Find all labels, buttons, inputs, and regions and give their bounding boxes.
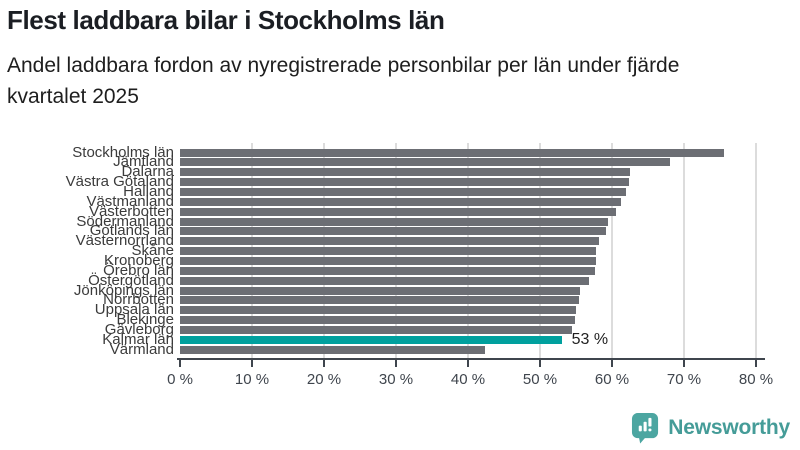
bar [180, 237, 600, 246]
category-label: Västerbotten [88, 202, 174, 220]
bar [180, 325, 572, 334]
bar [180, 345, 486, 354]
category-label: Skåne [131, 242, 174, 260]
category-label: Kronoberg [103, 251, 174, 269]
bar [180, 158, 670, 167]
bar [180, 188, 627, 196]
category-label: Gotlands län [89, 222, 174, 240]
x-axis-line [177, 358, 765, 360]
category-label: Värmland [109, 340, 174, 358]
category-label: Blekinge [116, 311, 174, 329]
x-axis-tick [755, 360, 757, 367]
bar [180, 316, 576, 325]
brand-footer: Newsworthy [631, 411, 790, 445]
x-axis-tick-label: 0 % [167, 371, 193, 388]
x-axis-tick [683, 360, 685, 367]
brand-name: Newsworthy [668, 416, 790, 439]
value-annotation: 53 % [571, 330, 609, 348]
x-axis-tick-label: 60 % [594, 371, 630, 388]
x-axis-tick-label: 70 % [666, 371, 702, 388]
bar [180, 296, 579, 305]
gridline [755, 143, 757, 358]
bar [180, 256, 597, 265]
bar [180, 148, 724, 157]
bar [180, 197, 622, 206]
x-axis-tick-label: 30 % [378, 371, 414, 388]
bar [180, 178, 629, 187]
category-label: Halland [123, 183, 174, 200]
gridline [683, 143, 685, 358]
gridline [611, 143, 613, 358]
x-axis-tick-label: 80 % [738, 371, 774, 388]
x-axis-tick-label: 20 % [306, 371, 342, 388]
chart-subtitle: Andel laddbara fordon av nyregistrerade … [7, 50, 793, 112]
category-label: Stockholms län [72, 143, 174, 161]
category-label: Uppsala län [94, 301, 174, 319]
bar [180, 227, 607, 236]
category-label: Jämtland [113, 153, 174, 171]
category-label: Västmanland [86, 192, 174, 210]
x-axis-tick-label: 40 % [450, 371, 486, 388]
category-label: Västernorrland [75, 232, 174, 250]
bar [180, 286, 580, 295]
category-label: Östergötland [88, 271, 174, 289]
bar [180, 207, 616, 216]
x-axis-tick [179, 360, 181, 367]
chart-subtitle-line-2: kvartalet 2025 [7, 85, 139, 108]
chart-title: Flest laddbara bilar i Stockholms län [7, 5, 445, 35]
x-axis-tick-label: 50 % [522, 371, 558, 388]
bar-highlighted [180, 335, 562, 344]
chart-subtitle-line-1: Andel laddbara fordon av nyregistrerade … [7, 54, 680, 77]
category-label: Jönköpings län [73, 281, 174, 299]
category-label: Kalmar län [102, 330, 174, 348]
category-label: Västra Götaland [65, 173, 174, 191]
bar [180, 217, 609, 226]
newsworthy-logo-icon [632, 413, 659, 444]
category-label: Örebro län [103, 261, 174, 279]
x-axis-tick [467, 360, 469, 367]
bar [180, 266, 596, 275]
x-axis-tick [251, 360, 253, 367]
category-label: Södermanland [76, 212, 174, 230]
bar [180, 168, 630, 177]
x-axis-tick-label: 10 % [234, 371, 270, 388]
x-axis-tick [395, 360, 397, 367]
x-axis-tick [323, 360, 325, 367]
bar [180, 306, 576, 315]
category-label: Dalarna [121, 163, 174, 181]
x-axis-tick [539, 360, 541, 367]
category-label: Gävleborg [104, 320, 174, 338]
x-axis-tick [611, 360, 613, 367]
bar [180, 276, 589, 285]
bar [180, 247, 597, 256]
category-label: Norrbotten [103, 291, 174, 309]
